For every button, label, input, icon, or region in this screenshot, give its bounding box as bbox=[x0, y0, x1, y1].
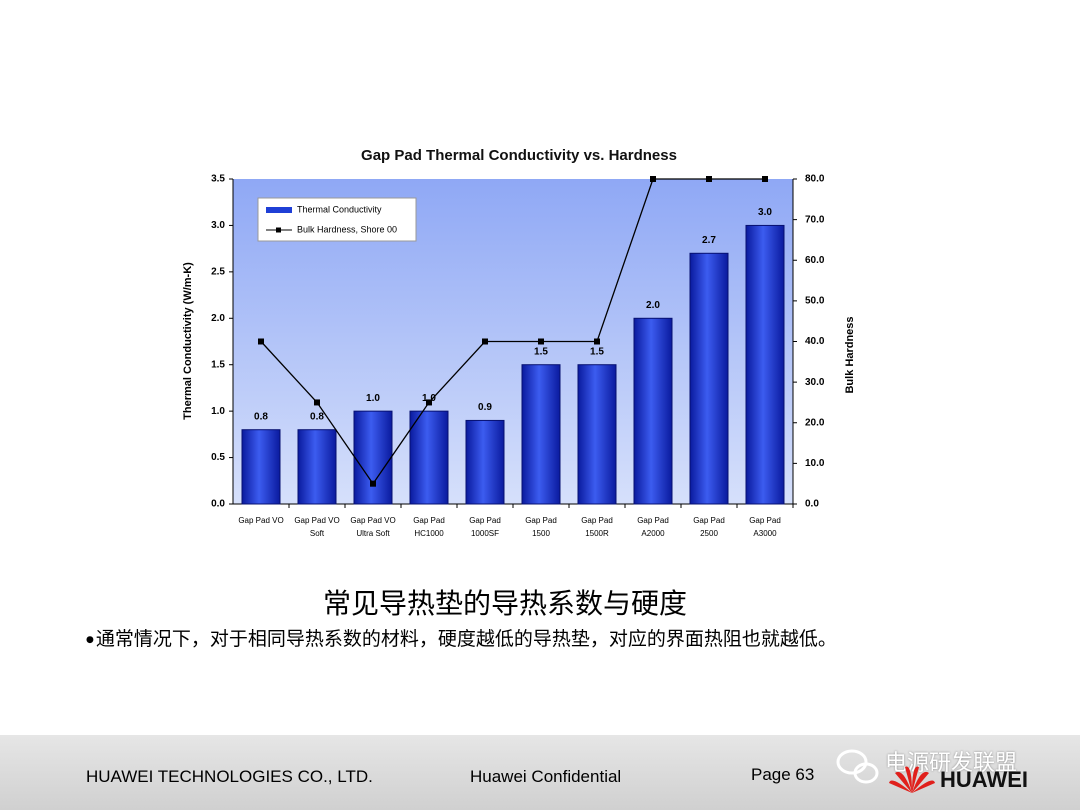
y2-tick-label: 20.0 bbox=[805, 417, 825, 428]
y-tick-label: 0.5 bbox=[211, 452, 225, 463]
logo-icon bbox=[889, 766, 935, 793]
y2-tick-label: 10.0 bbox=[805, 458, 825, 469]
value-label: 3.0 bbox=[758, 207, 772, 218]
y-tick-label: 2.0 bbox=[211, 313, 225, 324]
y-tick-label: 3.0 bbox=[211, 220, 225, 231]
chart: Gap Pad Thermal Conductivity vs. Hardnes… bbox=[181, 146, 856, 539]
x-tick-label: Gap Pad 2500 bbox=[693, 516, 725, 538]
caption: 常见导热垫的导热系数与硬度 bbox=[322, 587, 687, 620]
line-marker bbox=[650, 176, 656, 182]
bullet-text: 通常情况下，对于相同导热系数的材料，硬度越低的导热垫，对应的界面热阻也就越低。 bbox=[86, 624, 837, 651]
bar bbox=[633, 317, 673, 505]
value-label: 0.8 bbox=[310, 411, 324, 422]
line-marker bbox=[594, 338, 600, 345]
legend-label: Thermal Conductivity bbox=[297, 204, 382, 214]
y-tick-label: 1.0 bbox=[211, 406, 225, 417]
x-tick-label: Gap Pad 1500R bbox=[581, 516, 613, 538]
bar bbox=[241, 429, 281, 505]
footer: HUAWEI TECHNOLOGIES CO., LTD. Huawei Con… bbox=[0, 735, 1080, 810]
y2-tick-label: 40.0 bbox=[805, 336, 825, 347]
line-marker bbox=[482, 338, 488, 345]
x-tick-label: Gap Pad 1500 bbox=[525, 516, 557, 538]
bar bbox=[409, 410, 449, 505]
value-label: 1.0 bbox=[366, 393, 380, 404]
y2-axis-title: Bulk Hardness bbox=[844, 316, 856, 393]
footer-confidential: Huawei Confidential bbox=[470, 767, 622, 786]
bar bbox=[465, 419, 505, 505]
x-tick-label: Gap Pad 1000SF bbox=[469, 516, 501, 538]
line bbox=[260, 178, 765, 485]
y-tick-label: 1.5 bbox=[211, 359, 225, 370]
chart-title: Gap Pad Thermal Conductivity vs. Hardnes… bbox=[361, 147, 677, 164]
x-tick-label: Gap Pad A3000 bbox=[749, 516, 781, 538]
y2-tick-label: 30.0 bbox=[805, 377, 825, 388]
legend-swatch bbox=[266, 207, 292, 213]
y-axis-title: Thermal Conductivity (W/m-K) bbox=[182, 262, 194, 420]
value-label: 1.0 bbox=[422, 393, 436, 404]
line-marker bbox=[706, 176, 712, 182]
bar bbox=[297, 429, 337, 505]
x-tick-label: Gap Pad VO bbox=[238, 516, 283, 525]
value-label: 0.9 bbox=[478, 402, 492, 413]
line-marker bbox=[314, 399, 320, 406]
line-marker bbox=[258, 338, 264, 345]
y-tick-label: 2.5 bbox=[211, 266, 225, 277]
y2-tick-label: 0.0 bbox=[805, 499, 819, 510]
line-marker bbox=[538, 338, 544, 345]
line-marker bbox=[762, 176, 768, 182]
x-tick-label: Gap Pad VO Soft bbox=[294, 516, 339, 538]
wechat-icon bbox=[836, 749, 879, 784]
value-label: 2.0 bbox=[646, 300, 660, 311]
y2-tick-label: 50.0 bbox=[805, 296, 825, 307]
logo-text: HUAWEI bbox=[940, 767, 1028, 792]
y2-tick-label: 60.0 bbox=[805, 255, 825, 266]
x-tick-label: Gap Pad HC1000 bbox=[413, 516, 445, 538]
line-marker bbox=[370, 480, 376, 487]
legend-swatch bbox=[276, 227, 281, 233]
y-tick-label: 3.5 bbox=[211, 174, 225, 185]
x-tick-label: Gap Pad A2000 bbox=[637, 516, 669, 538]
line-marker bbox=[426, 399, 432, 406]
legend bbox=[257, 197, 417, 242]
footer-page: Page 63 bbox=[751, 765, 815, 784]
value-label: 0.8 bbox=[254, 411, 268, 422]
bar bbox=[745, 224, 785, 505]
x-tick-label: Gap Pad VO Ultra Soft bbox=[350, 516, 395, 538]
y2-tick-label: 80.0 bbox=[805, 174, 825, 185]
bar bbox=[689, 252, 729, 505]
bar bbox=[353, 410, 393, 505]
bar bbox=[577, 364, 617, 505]
bar bbox=[521, 364, 561, 505]
value-label: 1.5 bbox=[534, 346, 548, 357]
legend-label: Bulk Hardness, Shore 00 bbox=[297, 224, 397, 234]
value-label: 2.7 bbox=[702, 235, 716, 246]
y2-tick-label: 70.0 bbox=[805, 214, 825, 225]
footer-company: HUAWEI TECHNOLOGIES CO., LTD. bbox=[86, 767, 373, 786]
y-tick-label: 0.0 bbox=[211, 499, 225, 510]
value-label: 1.5 bbox=[590, 346, 604, 357]
